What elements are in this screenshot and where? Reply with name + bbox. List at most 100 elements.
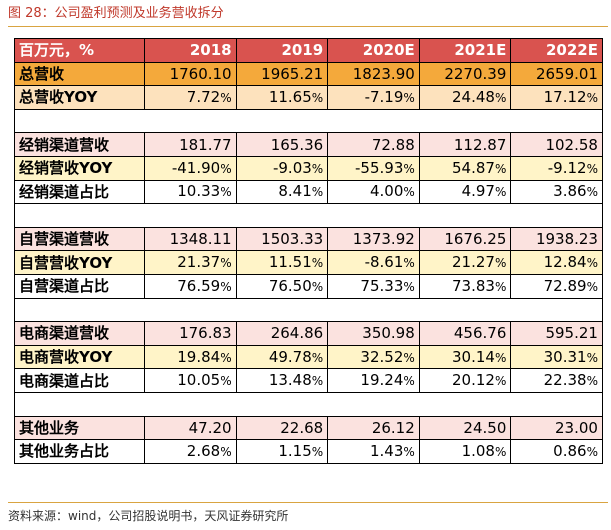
cell-value: 19.84% [144, 344, 237, 370]
percent-sign: % [586, 350, 598, 365]
cell-value: -7.19% [327, 85, 420, 110]
cell-value: 20.12% [418, 368, 512, 393]
cell-value: 11.65% [235, 85, 329, 110]
percent-sign: % [403, 256, 415, 271]
cell-value: 1.43% [327, 439, 420, 464]
percent-sign: % [403, 279, 415, 294]
percent-sign: % [586, 444, 598, 459]
header-year: 2020E [327, 38, 420, 63]
cell-value: 76.50% [235, 273, 329, 299]
percent-sign: % [403, 90, 415, 105]
percent-sign: % [220, 185, 232, 200]
percent-sign: % [494, 444, 507, 459]
table-row: 经销营收YOY -41.90% -9.03% -55.93% 54.87% -9.12% [14, 155, 603, 181]
percent-sign: % [494, 185, 507, 200]
cell-value: 1503.33 [235, 226, 329, 252]
cell-value: 102.58 [510, 132, 603, 157]
table-row: 电商渠道占比 10.05% 13.48% 19.24% 20.12% 22.38% [14, 368, 603, 393]
row-label: 电商营收YOY [14, 344, 145, 370]
percent-sign: % [494, 350, 507, 365]
cell-value: 19.24% [327, 368, 420, 393]
percent-sign: % [494, 279, 507, 294]
percent-sign: % [586, 185, 598, 200]
cell-value: 22.38% [510, 368, 603, 393]
percent-sign: % [220, 350, 232, 365]
cell-value: 72.88 [327, 132, 420, 157]
table-row: 其他业务 47.20 22.68 26.12 24.50 23.00 [14, 415, 603, 441]
cell-value: 24.50 [418, 415, 512, 441]
table-row: 其他业务占比 2.68% 1.15% 1.43% 1.08% 0.86% [14, 439, 603, 464]
cell-value: 10.33% [144, 179, 237, 205]
percent-sign: % [586, 161, 598, 176]
row-label: 自营渠道占比 [14, 273, 145, 299]
percent-sign: % [220, 161, 232, 176]
percent-sign: % [494, 374, 507, 389]
header-year: 2019 [235, 38, 329, 63]
percent-sign: % [403, 350, 415, 365]
cell-value: 1.15% [235, 439, 329, 464]
percent-sign: % [311, 279, 324, 294]
row-label: 电商渠道占比 [14, 368, 145, 393]
cell-value: 76.59% [144, 273, 237, 299]
cell-value: 4.00% [327, 179, 420, 205]
table-row: 电商营收YOY 19.84% 49.78% 32.52% 30.14% 30.31% [14, 344, 603, 370]
table-row: 经销渠道营收 181.77 165.36 72.88 112.87 102.58 [14, 132, 603, 157]
header-year: 2018 [144, 38, 237, 63]
cell-value: 176.83 [144, 321, 237, 346]
cell-value: 264.86 [235, 321, 329, 346]
caption-divider [8, 26, 608, 27]
header-unit-label: 百万元，% [14, 38, 145, 63]
cell-value: 32.52% [327, 344, 420, 370]
table-row: 经销渠道占比 10.33% 8.41% 4.00% 4.97% 3.86% [14, 179, 603, 205]
cell-value: 1.08% [418, 439, 512, 464]
cell-value: 72.89% [510, 273, 603, 299]
cell-value: 23.00 [510, 415, 603, 441]
percent-sign: % [311, 256, 324, 271]
cell-value: 11.51% [235, 250, 329, 275]
cell-value: 456.76 [418, 321, 512, 346]
spacer-row [14, 108, 603, 134]
row-label: 电商渠道营收 [14, 321, 145, 346]
cell-value: 1823.90 [327, 61, 420, 87]
header-year: 2021E [418, 38, 512, 63]
cell-value: 21.37% [144, 250, 237, 275]
cell-value: 30.31% [510, 344, 603, 370]
percent-sign: % [311, 444, 324, 459]
row-label: 总营收YOY [14, 85, 145, 110]
cell-value: -41.90% [144, 155, 237, 181]
cell-value: 1938.23 [510, 226, 603, 252]
percent-sign: % [403, 161, 415, 176]
row-label: 经销营收YOY [14, 155, 145, 181]
cell-value: 7.72% [144, 85, 237, 110]
cell-value: 2.68% [144, 439, 237, 464]
percent-sign: % [586, 256, 598, 271]
spacer-row [14, 297, 603, 323]
header-year: 2022E [510, 38, 603, 63]
spacer-row [14, 203, 603, 228]
cell-value: -55.93% [327, 155, 420, 181]
percent-sign: % [494, 161, 507, 176]
cell-value: 75.33% [327, 273, 420, 299]
percent-sign: % [311, 90, 324, 105]
cell-value: 181.77 [144, 132, 237, 157]
percent-sign: % [311, 161, 324, 176]
cell-value: 4.97% [418, 179, 512, 205]
spacer-row [14, 391, 603, 417]
cell-value: 30.14% [418, 344, 512, 370]
cell-value: 13.48% [235, 368, 329, 393]
cell-value: 165.36 [235, 132, 329, 157]
percent-sign: % [586, 90, 598, 105]
cell-value: 73.83% [418, 273, 512, 299]
cell-value: -8.61% [327, 250, 420, 275]
percent-sign: % [220, 90, 232, 105]
cell-value: 0.86% [510, 439, 603, 464]
row-label: 自营营收YOY [14, 250, 145, 275]
percent-sign: % [403, 185, 415, 200]
cell-value: 3.86% [510, 179, 603, 205]
row-label: 经销渠道营收 [14, 132, 145, 157]
cell-value: -9.12% [510, 155, 603, 181]
cell-value: 112.87 [418, 132, 512, 157]
percent-sign: % [586, 279, 598, 294]
percent-sign: % [403, 444, 415, 459]
cell-value: 350.98 [327, 321, 420, 346]
